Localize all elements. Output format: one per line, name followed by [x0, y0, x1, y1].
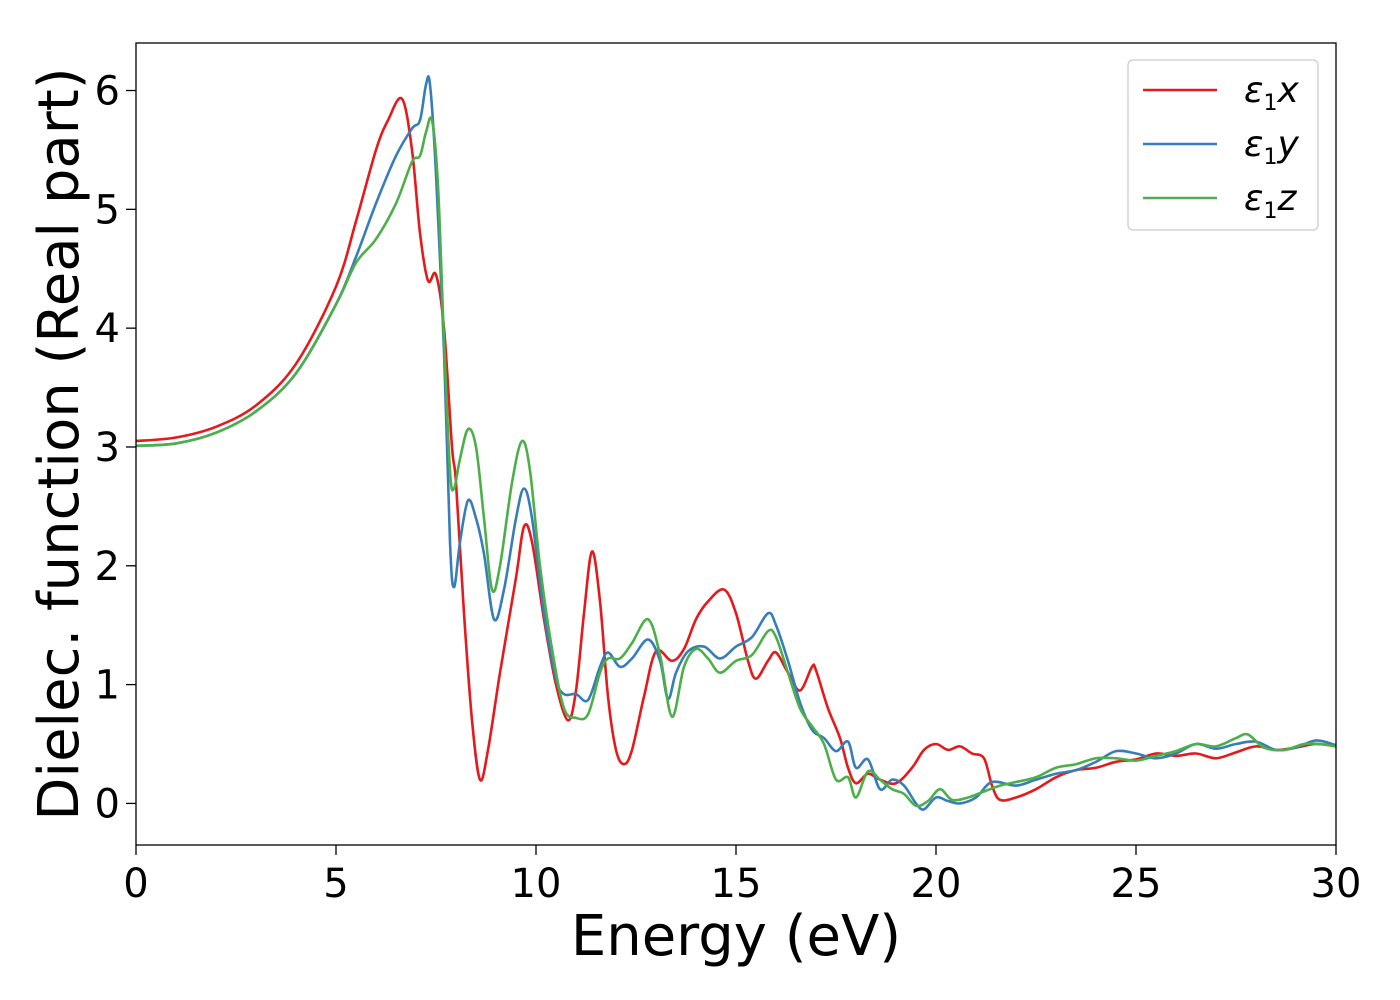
legend-label: ε1y: [1244, 124, 1299, 170]
legend-box: [1127, 59, 1319, 231]
x-tick-label: 20: [911, 861, 962, 907]
x-tick-label: 15: [711, 861, 762, 907]
x-tick-label: 10: [511, 861, 562, 907]
legend-entry-y: ε1y: [1143, 124, 1299, 170]
y-tick-label: 6: [95, 69, 120, 115]
y-tick-label: 2: [95, 544, 120, 590]
y-tick-label: 5: [95, 187, 120, 233]
y-tick-label: 4: [95, 306, 120, 352]
x-tick-label: 5: [323, 861, 348, 907]
legend-entry-x: ε1x: [1143, 70, 1299, 116]
legend-label: ε1z: [1244, 178, 1297, 224]
legend-label: ε1x: [1244, 70, 1299, 116]
x-axis: 0 5 10 15 20 25 30: [123, 845, 1361, 907]
x-tick-label: 0: [123, 861, 148, 907]
x-tick-label: 30: [1311, 861, 1362, 907]
y-axis-title: Dielec. function (Real part): [27, 67, 92, 820]
x-axis-title: Energy (eV): [571, 904, 901, 969]
y-tick-label: 3: [95, 425, 120, 471]
series-layer: [135, 75, 1337, 811]
legend: ε1x ε1y ε1z: [1127, 59, 1319, 231]
y-axis: 0 1 2 3 4 5 6: [95, 69, 136, 827]
y-tick-label: 1: [95, 663, 120, 709]
y-tick-label: 0: [95, 781, 120, 827]
series-line-z: [135, 116, 1337, 808]
series-line-y: [135, 75, 1337, 811]
legend-entry-z: ε1z: [1143, 178, 1297, 224]
x-tick-label: 25: [1111, 861, 1162, 907]
